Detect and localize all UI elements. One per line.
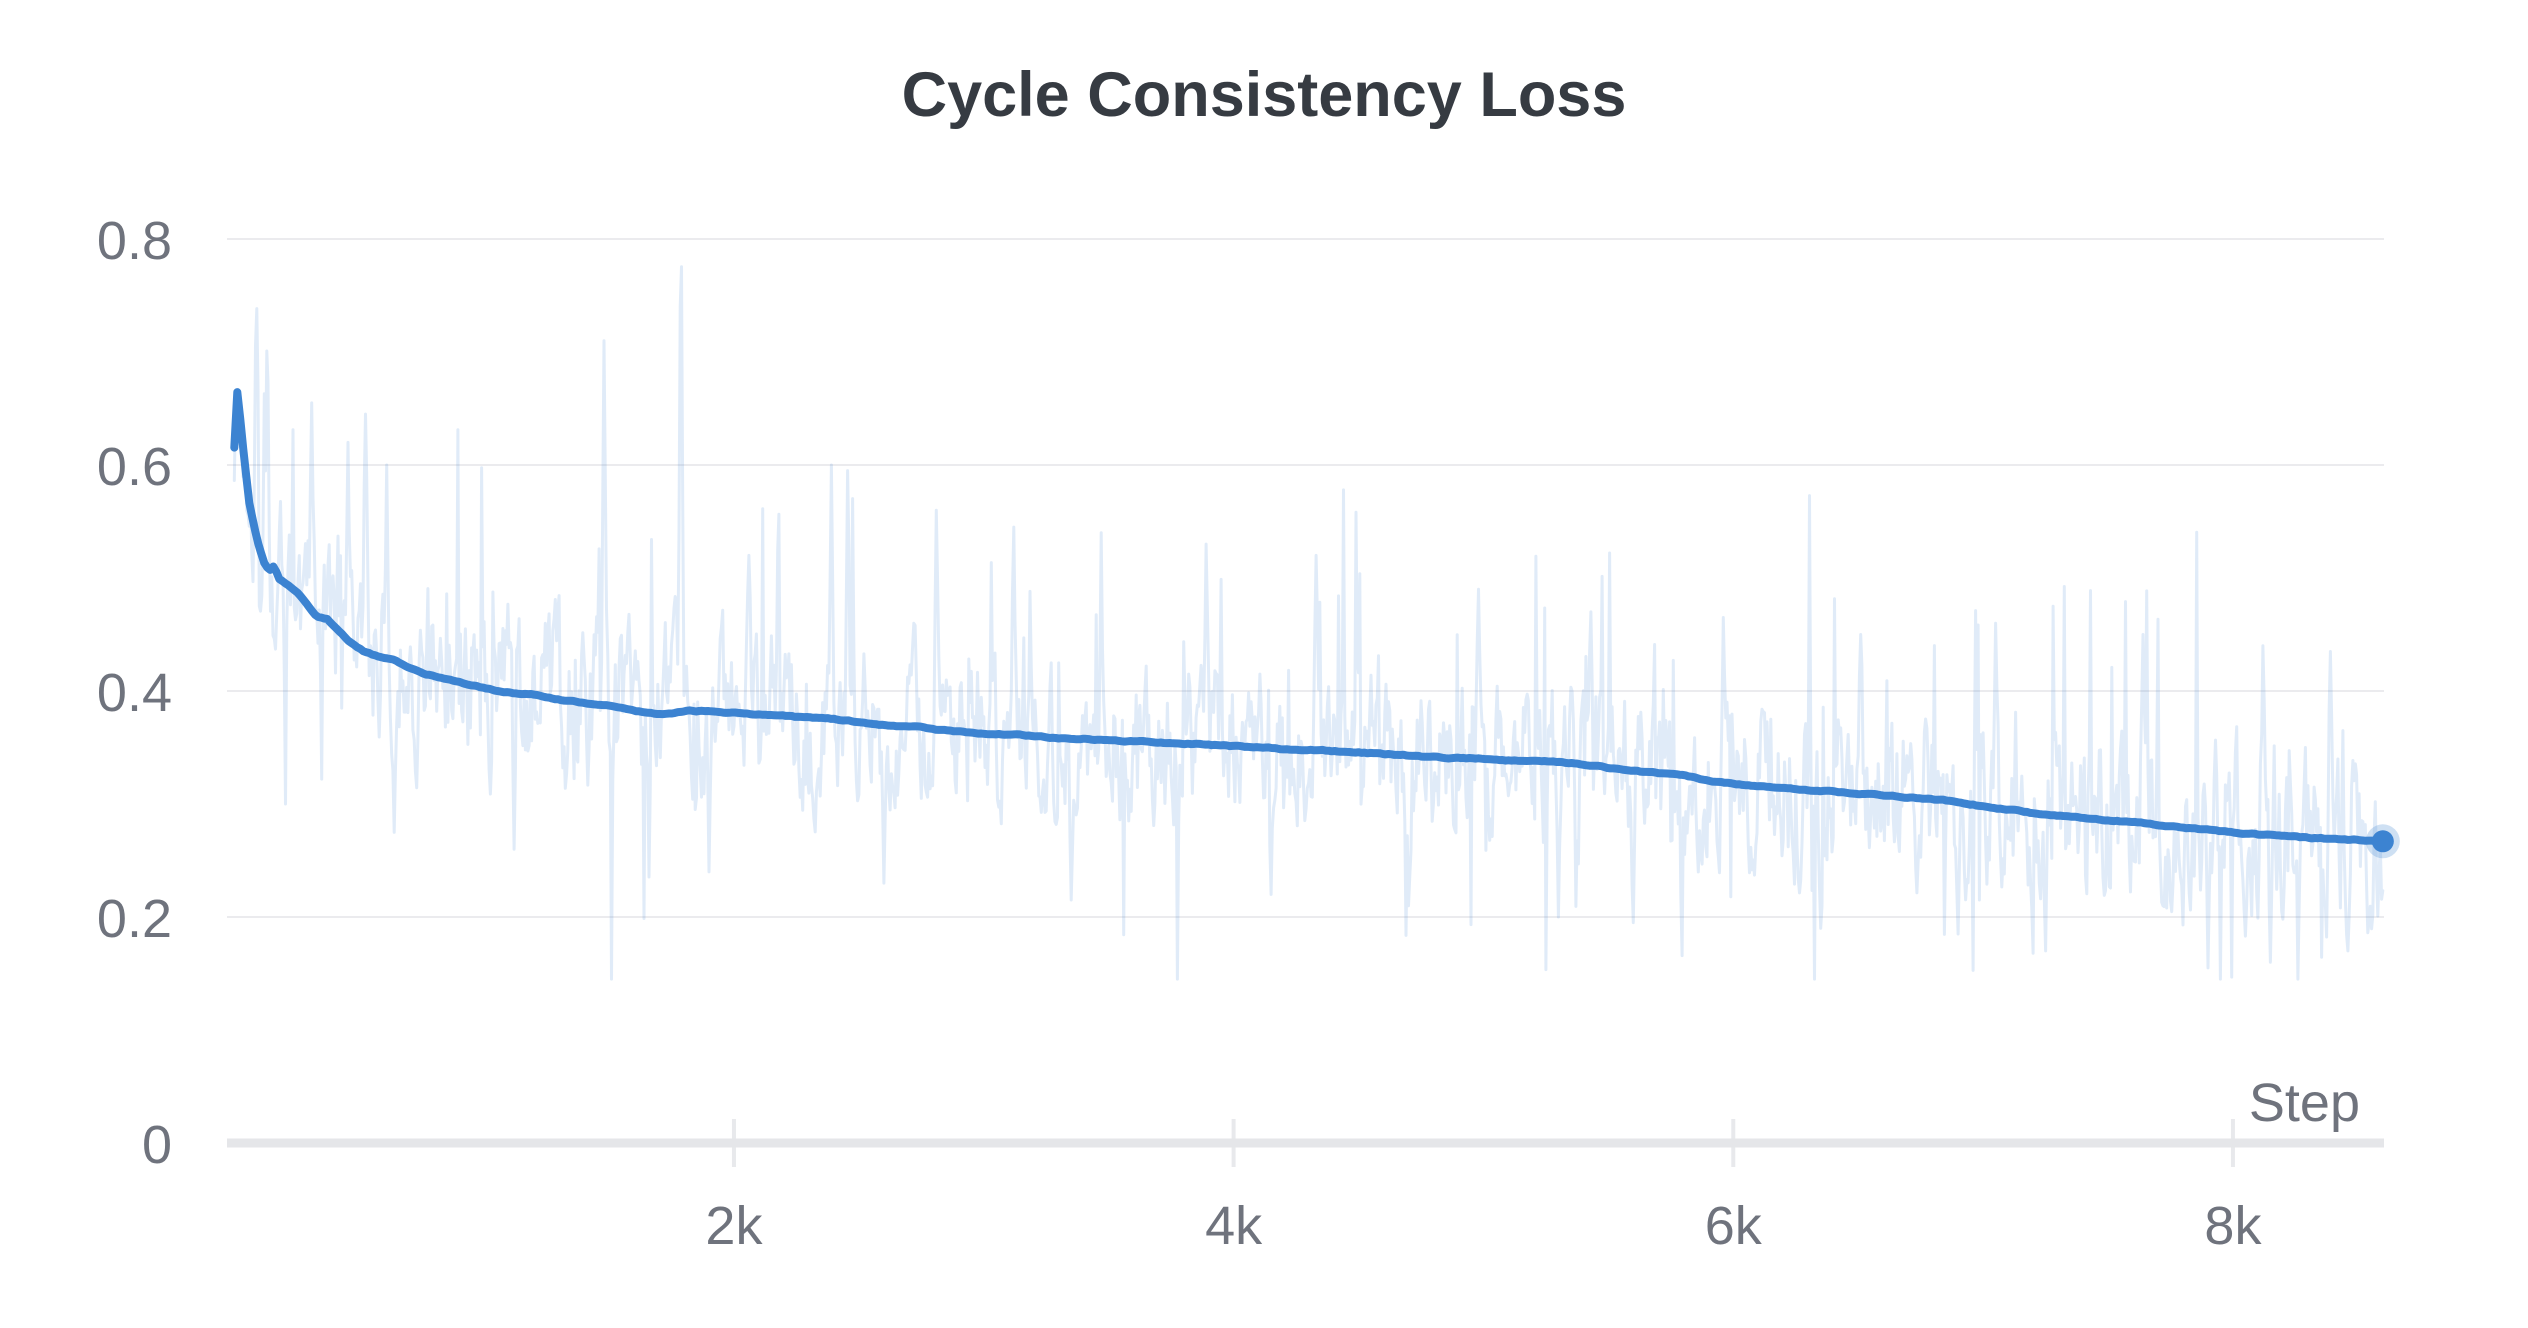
x-tick-label: 4k (1205, 1196, 1263, 1256)
x-tick-label: 2k (705, 1196, 763, 1256)
y-tick-label: 0.6 (97, 437, 172, 497)
smoothed-series-line (230, 388, 2385, 846)
x-tick-label: 6k (1705, 1196, 1763, 1256)
chart-title: Cycle Consistency Loss (901, 60, 1627, 130)
y-tick-label: 0.2 (97, 889, 172, 949)
x-tick-label: 8k (2204, 1196, 2262, 1256)
end-point-dot[interactable] (2371, 830, 2394, 853)
y-tick-label: 0.4 (97, 663, 172, 723)
y-tick-label: 0.8 (97, 211, 172, 271)
raw-series-line (232, 265, 2385, 981)
x-axis-title: Step (2248, 1073, 2360, 1133)
y-tick-label: 0 (142, 1115, 172, 1175)
